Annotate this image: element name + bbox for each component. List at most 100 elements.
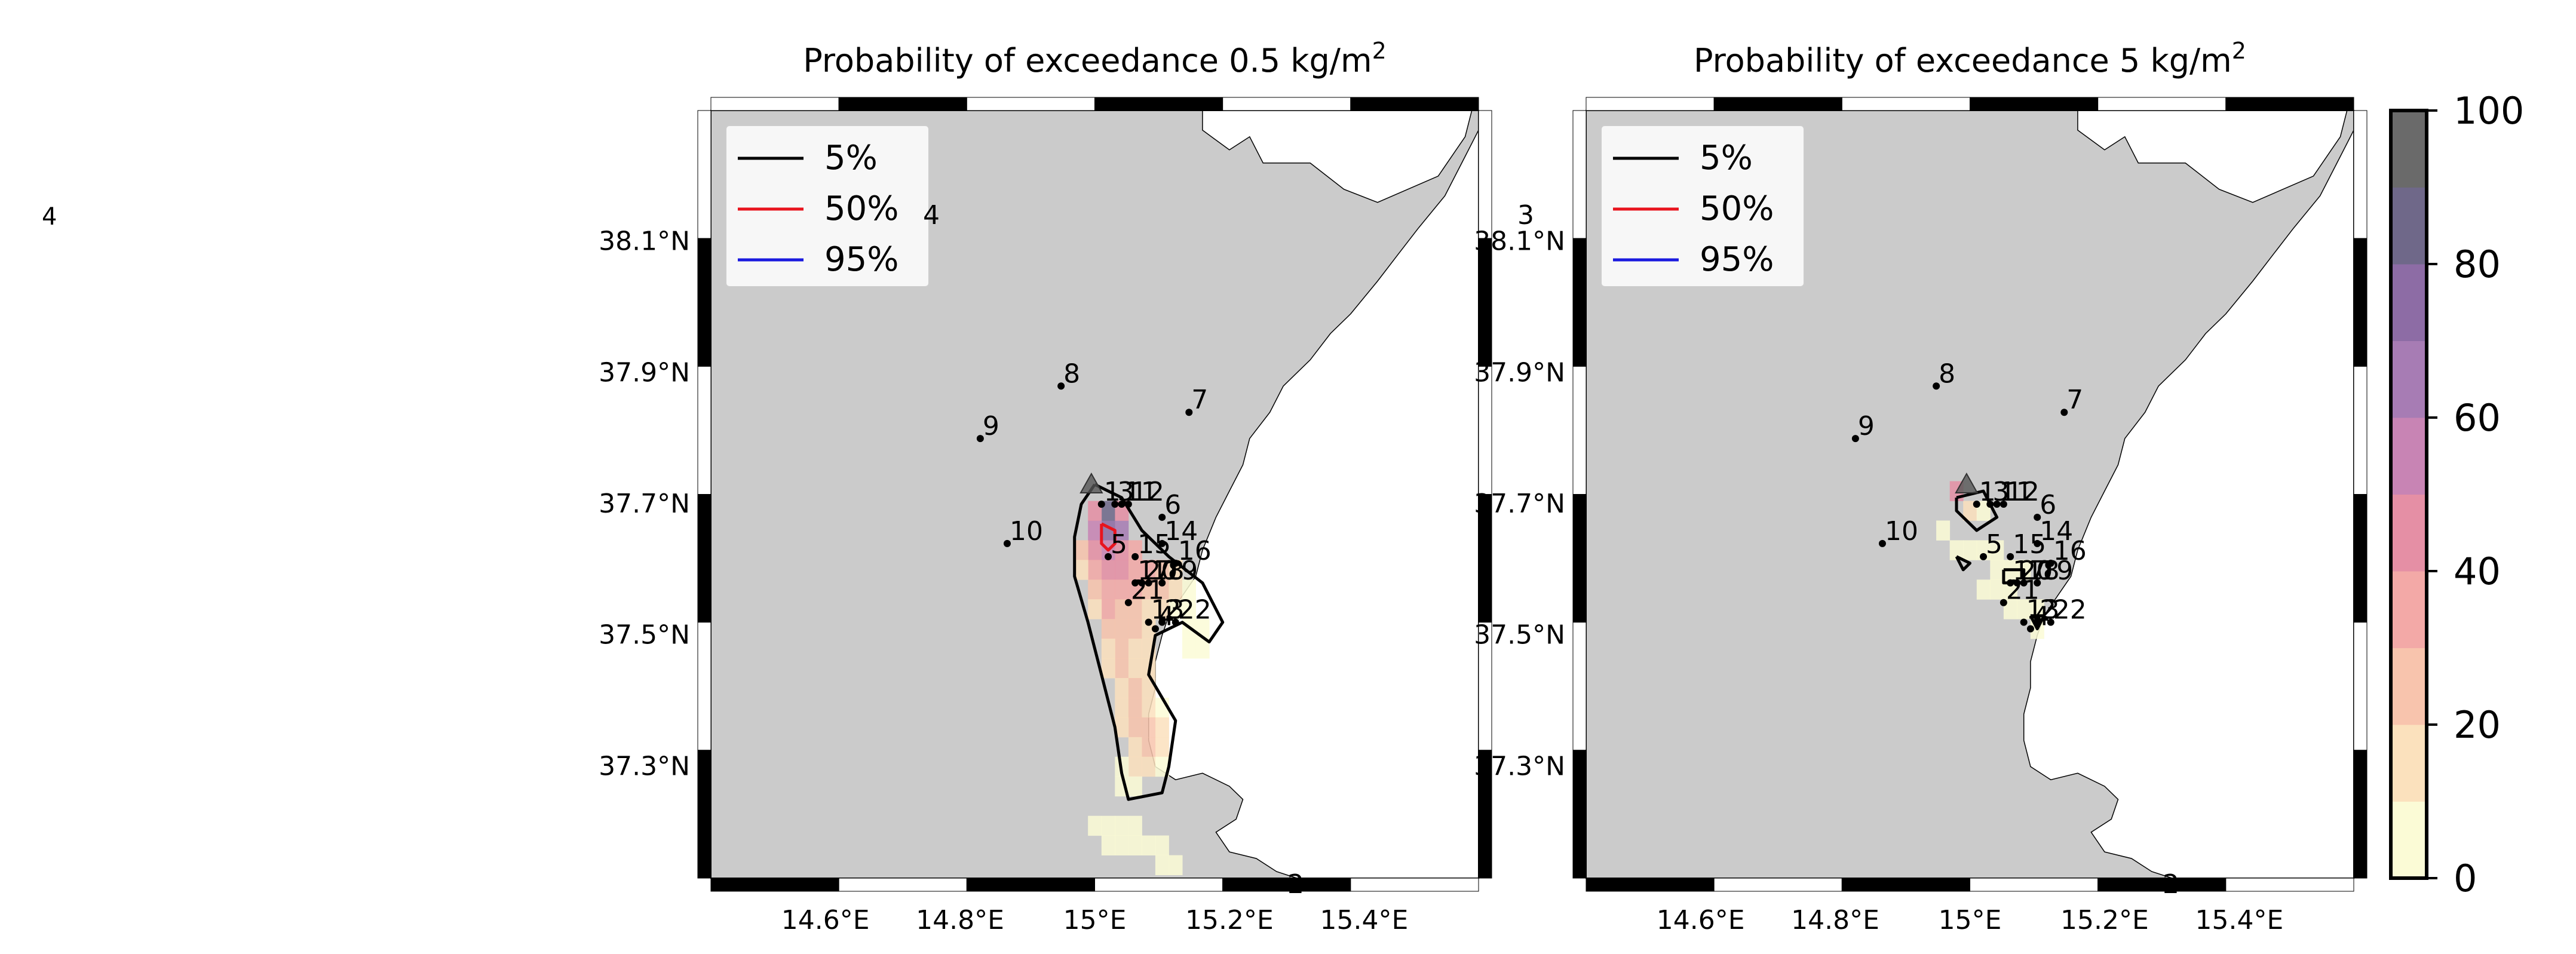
station-13: 13 [2020,595,2060,626]
colorbar-band [2391,418,2427,495]
probability-cell [1155,835,1169,855]
probability-cell [1128,619,1142,639]
station-label: 7 [2066,385,2083,415]
station-7: 7 [2060,385,2083,416]
station-dot [2020,579,2028,587]
station-21: 21 [1124,575,1164,606]
colorbar-band [2391,648,2427,725]
legend-label: 5% [824,139,878,177]
probability-cell [1142,599,1156,619]
station-dot [1973,500,1980,508]
probability-cell [1115,560,1129,580]
probability-cell [1990,560,2004,580]
stray-label: 3 [1517,200,1534,231]
station-dot [2034,539,2041,547]
probability-cell [1088,579,1102,600]
station-16: 16 [2047,536,2087,567]
colorbar-band [2391,187,2427,265]
colorbar-tick-label: 40 [2454,550,2501,593]
station-dot [1145,579,1152,587]
y-tick-label: 37.5°N [599,620,690,651]
probability-cell [1976,579,1991,600]
colorbar-frame [2389,109,2428,880]
probability-cell [1101,560,1115,580]
probability-cell [1142,560,1156,580]
station-15: 15 [1131,529,1171,560]
probability-cell [1155,756,1169,777]
probability-cell [1142,579,1156,600]
probability-cell [1128,698,1142,718]
station-label: 19 [2040,556,2073,586]
legend-label: 95% [824,240,898,279]
station-label: 5 [1111,529,1127,560]
x-tick-label: 15.4°E [2195,905,2283,935]
station-5: 5 [1105,529,1127,560]
probability-cell [1128,756,1142,777]
station-dot [2000,599,2007,606]
station-dot [2007,553,2014,560]
station-label: 18 [2026,556,2060,586]
probability-cell [1169,579,1183,600]
probability-cell [1115,540,1129,560]
colorbar-band [2391,571,2427,648]
probability-cell [1128,815,1142,836]
colorbar-band [2391,341,2427,418]
probability-cell [1195,639,1210,659]
station-dot [1878,539,1886,547]
probability-cell [1142,619,1156,639]
station-18: 18 [2020,556,2060,587]
contour-5pct-1 [1955,555,1971,572]
colorbar-band [2391,801,2427,879]
vent-marker [1080,472,1103,494]
station-5: 5 [1980,529,2002,560]
station-8: 8 [1933,358,1955,390]
probability-cell [2003,599,2017,619]
station-dot [1851,435,1859,443]
probability-cell [1990,540,2004,560]
vent-marker [1955,472,1979,494]
colorbar: 0 20 40 60 80 100 [2389,89,2524,900]
contour-50pct-1 [1100,522,1117,552]
probability-cell [1115,658,1129,679]
station-label: 20 [2019,556,2053,586]
x-tick-label: 15.4°E [1320,905,1408,935]
probability-cell [1101,599,1115,619]
legend-label: 50% [824,189,898,228]
probability-cell [1155,599,1169,619]
station-dot [1185,409,1193,416]
station-label: 7 [1191,385,1208,415]
station-dot [2007,579,2014,587]
stray-label: 2 [2163,869,2179,900]
colorbar-tick-label: 80 [2454,243,2501,286]
station-label: 6 [1164,490,1181,520]
y-tick-label: 37.3°N [599,751,690,781]
station-dot [2034,579,2041,587]
panel-title: Probability of exceedance 5 kg/m2 [1694,38,2246,79]
colorbar-tick-label: 60 [2454,396,2501,440]
probability-cell [1101,619,1115,639]
station-7: 7 [1185,385,1208,416]
probability-cell [1088,560,1102,580]
probability-cell [1155,855,1169,875]
station-dot [1158,618,1166,626]
probability-cell [1115,835,1129,855]
probability-cell [2017,599,2031,619]
station-dot [1158,579,1166,587]
station-16: 16 [1172,536,1212,567]
station-label: 4 [1158,602,1174,632]
station-10: 10 [1003,516,1043,547]
station-15: 15 [2007,529,2046,560]
station-label: 21 [2006,575,2040,606]
station-label: 15 [1137,529,1171,560]
probability-cell [1142,717,1156,738]
station-label: 14 [1164,516,1198,547]
station-label: 8 [1063,358,1080,389]
probability-cell [1128,717,1142,738]
probability-cell [1128,599,1142,619]
station-label: 15 [2013,529,2046,560]
probability-cell [1182,639,1196,659]
x-tick-label: 15.2°E [1185,905,1274,935]
legend-label: 95% [1700,240,1774,279]
station-dot [1105,553,1112,560]
